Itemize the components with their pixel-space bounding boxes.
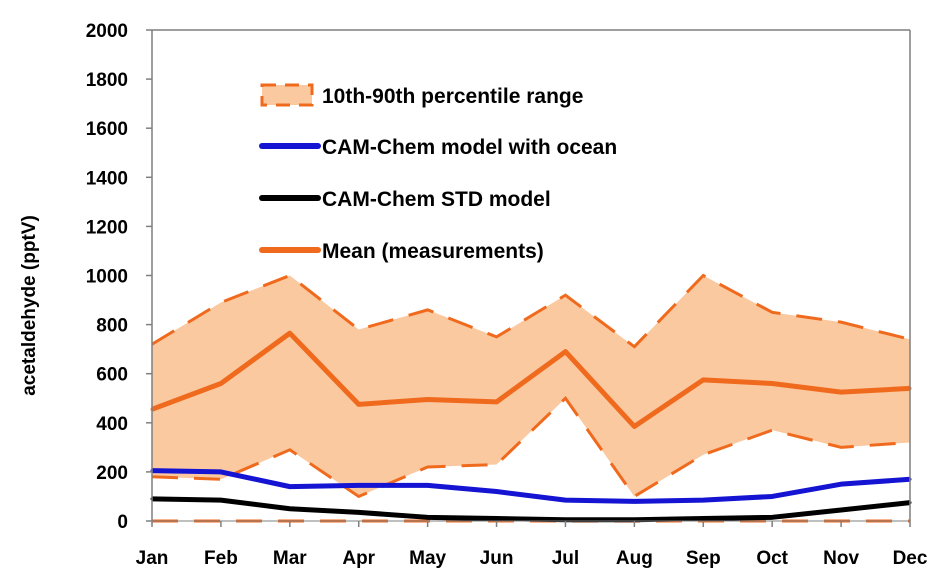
x-tick-label-aug: Aug	[616, 548, 653, 569]
x-tick-label-mar: Mar	[273, 548, 307, 569]
series-1-point	[357, 510, 361, 514]
x-tick-label-jan: Jan	[136, 548, 169, 569]
series-1-point	[839, 508, 843, 512]
series-1-point	[426, 515, 430, 519]
series-2-point	[288, 331, 292, 335]
x-tick-label-jul: Jul	[552, 548, 579, 569]
x-tick-label-apr: Apr	[342, 548, 375, 569]
series-lines-layer	[150, 330, 912, 523]
series-2-point	[701, 378, 705, 382]
x-tick-label-sep: Sep	[686, 548, 721, 569]
x-tick-label-nov: Nov	[823, 548, 859, 569]
series-2-point	[219, 382, 223, 386]
x-tick-label-feb: Feb	[204, 548, 238, 569]
x-tick-label-may: May	[409, 548, 446, 569]
percentile-band-fill	[152, 275, 910, 497]
series-0-point	[357, 483, 361, 487]
series-line-0	[151, 468, 911, 504]
legend-label-2: CAM-Chem STD model	[322, 188, 551, 211]
series-line-1	[151, 496, 911, 523]
axes-layer: 0 200 400 600 800 1000 1200 1400 1600 1800 2000 Jan…	[86, 21, 928, 569]
series-0-point	[288, 485, 292, 489]
series-2-point	[357, 402, 361, 406]
series-1-point	[770, 515, 774, 519]
y-tick-label: 1600	[86, 119, 128, 140]
percentile-10th-line	[151, 395, 911, 499]
y-axis-title: acetaldehyde (pptV)	[19, 215, 40, 396]
y-tick-label: 0	[117, 512, 128, 533]
series-1-point	[219, 498, 223, 502]
series-0-point	[839, 482, 843, 486]
series-0-point	[632, 499, 636, 503]
series-2-point	[632, 424, 636, 428]
series-0-point	[701, 498, 705, 502]
legend: 10th-90th percentile range CAM-Chem model…	[259, 83, 617, 263]
y-tick-label: 200	[96, 463, 128, 484]
series-0-point	[495, 490, 499, 494]
series-1-point	[288, 507, 292, 511]
series-0-point	[563, 498, 567, 502]
legend-swatch-band	[260, 83, 314, 107]
series-2-point	[563, 350, 567, 354]
legend-label-3: Mean (measurements)	[322, 240, 544, 263]
x-tick-label-jun: Jun	[480, 548, 514, 569]
percentile-90th-line	[151, 273, 911, 349]
series-line-2	[151, 330, 911, 429]
series-2-point	[426, 397, 430, 401]
y-tick-label: 800	[96, 316, 128, 337]
y-tick-label: 2000	[86, 21, 128, 42]
y-tick-label: 1800	[86, 70, 128, 91]
series-1-point	[701, 517, 705, 521]
y-tick-label: 400	[96, 414, 128, 435]
y-tick-label: 1400	[86, 168, 128, 189]
series-0-point	[219, 470, 223, 474]
series-2-point	[495, 400, 499, 404]
y-tick-label: 1200	[86, 217, 128, 238]
x-tick-label-oct: Oct	[756, 548, 788, 569]
legend-label-1: CAM-Chem model with ocean	[322, 136, 617, 159]
legend-label-0: 10th-90th percentile range	[322, 85, 583, 108]
series-0-point	[770, 494, 774, 498]
series-2-point	[839, 390, 843, 394]
series-1-point	[495, 517, 499, 521]
y-tick-label: 1000	[86, 267, 128, 288]
y-tick-label: 600	[96, 365, 128, 386]
series-2-point	[770, 382, 774, 386]
x-tick-label-dec: Dec	[893, 548, 928, 569]
series-0-point	[426, 483, 430, 487]
